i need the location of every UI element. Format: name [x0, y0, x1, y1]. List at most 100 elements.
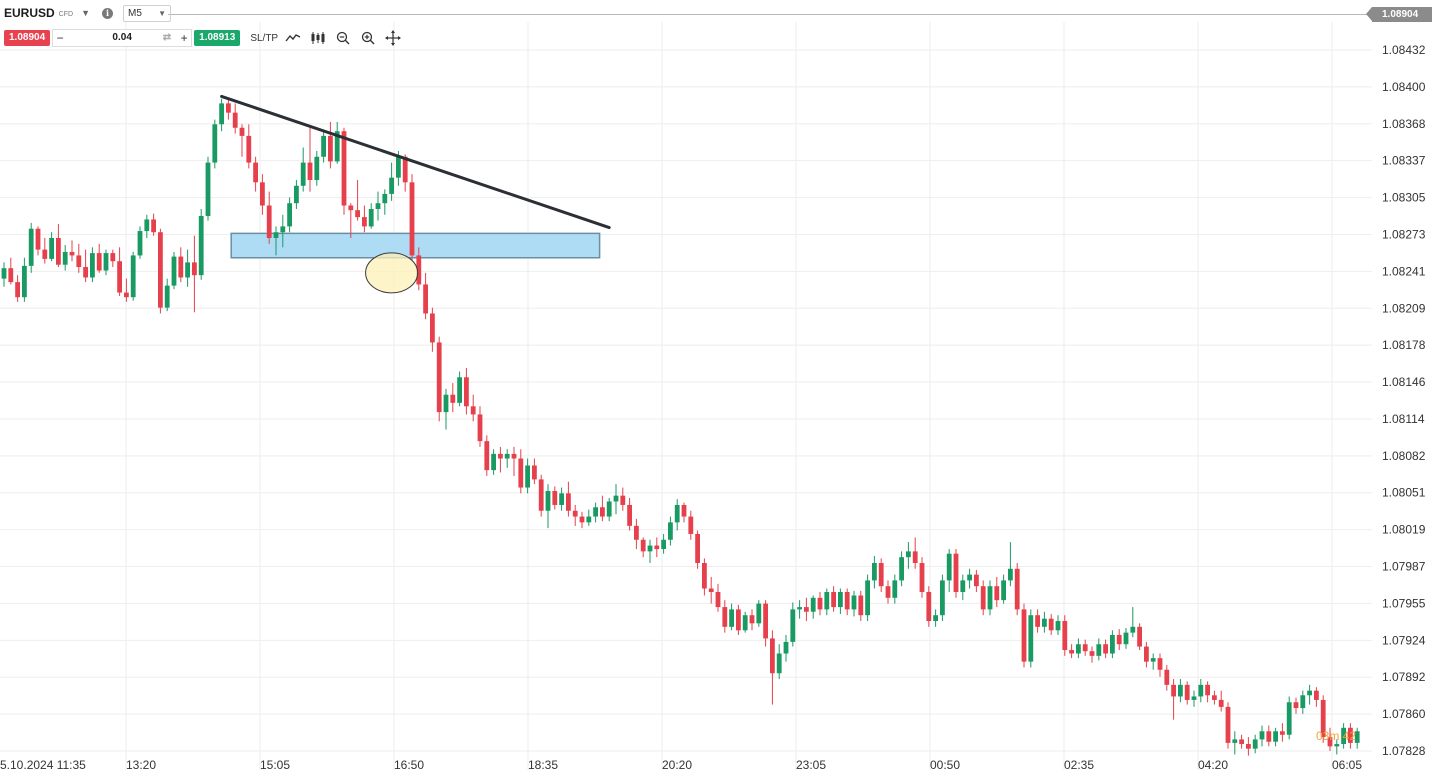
- symbol-name[interactable]: EURUSD: [4, 6, 55, 20]
- candle-body: [647, 545, 653, 552]
- support-zone-rect[interactable]: [230, 232, 601, 259]
- bearish-candle: [1035, 609, 1040, 633]
- resistance-trendline[interactable]: [220, 94, 611, 230]
- candle-body: [470, 406, 476, 415]
- candle-body: [90, 253, 95, 278]
- candle-body: [708, 588, 714, 592]
- bearish-candle: [1327, 727, 1333, 751]
- highlight-ellipse[interactable]: [365, 252, 419, 294]
- candle-body: [192, 262, 197, 276]
- candle-body: [212, 124, 218, 163]
- bullish-candle: [1286, 696, 1292, 740]
- crosshair-icon[interactable]: [383, 29, 403, 47]
- bullish-candle: [545, 484, 551, 529]
- candle-body: [579, 516, 585, 523]
- bearish-candle: [232, 103, 238, 134]
- candle-body: [538, 479, 544, 511]
- candle-body: [559, 493, 564, 505]
- candle-body: [776, 653, 782, 674]
- candle-body: [205, 162, 211, 216]
- candle-body: [1062, 621, 1068, 651]
- timeframe-select[interactable]: M5 ▼: [122, 4, 171, 22]
- candle-body: [1076, 644, 1081, 654]
- candle-body: [518, 458, 524, 488]
- line-chart-icon[interactable]: [283, 29, 303, 47]
- swap-icon[interactable]: ⇄: [162, 32, 172, 43]
- candle-body: [763, 603, 768, 639]
- bullish-candle: [314, 150, 320, 186]
- bearish-candle: [994, 576, 1000, 608]
- bullish-candle: [382, 189, 388, 215]
- bearish-candle: [1103, 639, 1108, 659]
- candle-body: [362, 217, 367, 227]
- bearish-candle: [1062, 615, 1068, 656]
- bearish-candle: [239, 124, 245, 157]
- bearish-candle: [110, 249, 116, 268]
- candle-body: [1028, 615, 1034, 662]
- chevron-down-icon[interactable]: ▼: [81, 8, 90, 18]
- x-tick-label: 15:05: [260, 758, 290, 772]
- bearish-candle: [817, 591, 823, 616]
- candle-body: [1218, 699, 1224, 707]
- candle-body: [1164, 669, 1170, 685]
- y-tick-label: 1.08146: [1382, 375, 1426, 389]
- quantity-input[interactable]: 0.04 ⇄: [67, 30, 177, 46]
- zoom-in-icon[interactable]: [358, 29, 378, 47]
- bullish-candle: [294, 179, 299, 210]
- info-icon[interactable]: i: [101, 7, 113, 19]
- bearish-candle: [1069, 644, 1074, 659]
- candle-body: [790, 609, 796, 642]
- candle-body: [640, 539, 646, 552]
- candlestick-icon[interactable]: [308, 29, 328, 47]
- bullish-candle: [321, 131, 326, 163]
- candle-body: [56, 238, 61, 265]
- candle-body: [1055, 621, 1061, 631]
- bullish-candle: [1259, 725, 1265, 747]
- candle-body: [402, 156, 408, 183]
- bullish-candle: [668, 516, 673, 546]
- candle-body: [729, 609, 734, 627]
- y-tick-label: 1.08051: [1382, 486, 1426, 500]
- y-tick-label: 1.08273: [1382, 227, 1426, 241]
- bearish-candle: [409, 174, 415, 262]
- y-tick-label: 1.08368: [1382, 117, 1426, 131]
- bullish-candle: [1252, 734, 1258, 754]
- bullish-candle: [899, 551, 904, 587]
- candle-body: [341, 131, 347, 206]
- bearish-candle: [532, 458, 537, 485]
- candle-body: [158, 232, 163, 308]
- bullish-candle: [137, 226, 143, 259]
- candle-body: [1259, 731, 1265, 740]
- bullish-candle: [613, 484, 619, 515]
- bullish-candle: [212, 119, 218, 169]
- candle-body: [844, 591, 850, 610]
- bearish-candle: [702, 558, 707, 596]
- candle-body: [423, 284, 428, 314]
- decrease-quantity-button[interactable]: −: [56, 31, 64, 45]
- bearish-candle: [1171, 679, 1176, 720]
- buy-price-button[interactable]: 1.08913: [194, 30, 241, 46]
- candle-body: [960, 580, 966, 592]
- increase-quantity-button[interactable]: +: [180, 31, 188, 45]
- bullish-candle: [144, 214, 150, 239]
- bearish-candle: [640, 537, 646, 558]
- candle-body: [1354, 731, 1360, 743]
- candle-body: [260, 182, 265, 206]
- candle-body: [504, 453, 510, 459]
- bullish-candle: [892, 574, 898, 604]
- instrument-type-label: CFD: [58, 11, 74, 18]
- x-tick-label: 16:50: [394, 758, 424, 772]
- sltp-button[interactable]: SL/TP: [250, 32, 279, 44]
- quantity-stepper[interactable]: − 0.04 ⇄ +: [52, 29, 193, 47]
- bearish-candle: [1246, 737, 1251, 756]
- candle-body: [185, 262, 190, 278]
- candle-body: [1103, 644, 1108, 654]
- sell-price-button[interactable]: 1.08904: [4, 30, 51, 46]
- bearish-candle: [736, 604, 741, 635]
- candle-body: [919, 562, 925, 592]
- candle-body: [885, 586, 891, 598]
- zoom-out-icon[interactable]: [333, 29, 353, 47]
- bullish-candle: [185, 249, 190, 287]
- bearish-candle: [1314, 687, 1319, 707]
